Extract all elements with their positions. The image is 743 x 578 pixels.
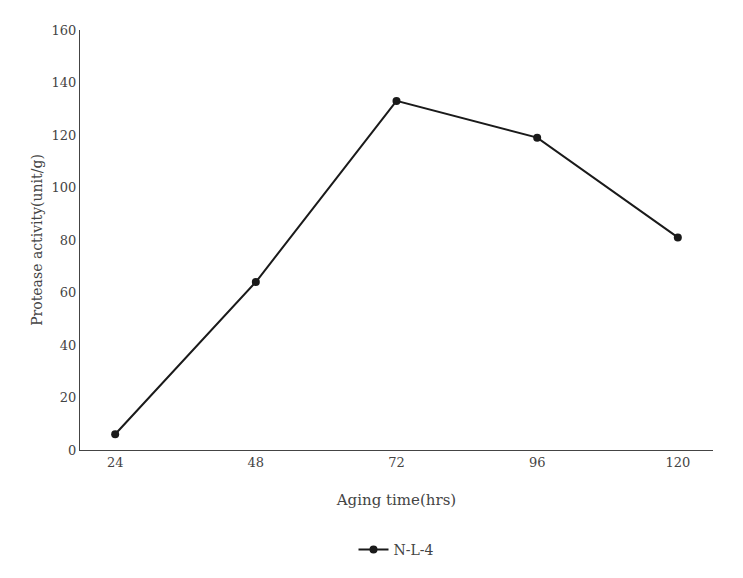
svg-text:Aging time(hrs): Aging time(hrs): [336, 491, 456, 509]
svg-text:N‑L‑4: N‑L‑4: [394, 542, 434, 558]
svg-text:120: 120: [665, 455, 690, 470]
svg-text:72: 72: [388, 455, 405, 470]
svg-text:20: 20: [60, 390, 77, 405]
svg-text:24: 24: [107, 455, 124, 470]
svg-text:160: 160: [52, 23, 77, 38]
svg-text:40: 40: [60, 338, 77, 353]
svg-text:48: 48: [248, 455, 265, 470]
svg-text:100: 100: [52, 180, 77, 195]
svg-text:Protease activity(unit/g): Protease activity(unit/g): [29, 154, 45, 326]
svg-text:0: 0: [68, 443, 76, 458]
svg-text:120: 120: [52, 128, 77, 143]
svg-text:80: 80: [60, 233, 77, 248]
svg-text:60: 60: [60, 285, 77, 300]
svg-text:140: 140: [52, 75, 77, 90]
svg-text:96: 96: [529, 455, 546, 470]
